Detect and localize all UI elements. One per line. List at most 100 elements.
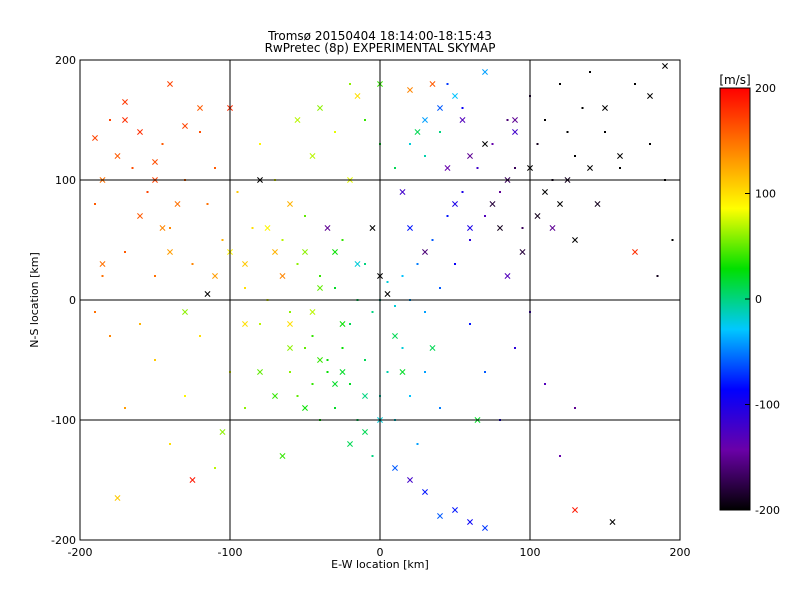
scatter-cross-point (309, 309, 316, 315)
scatter-dot-point (289, 311, 291, 313)
scatter-dot-point (619, 167, 621, 169)
scatter-cross-point (189, 477, 196, 483)
scatter-cross-point (242, 321, 248, 327)
scatter-cross-point (489, 201, 496, 207)
scatter-dot-point (214, 167, 216, 169)
scatter-cross-point (137, 213, 143, 219)
scatter-dot-point (446, 83, 449, 85)
scatter-cross-point (399, 189, 406, 195)
scatter-dot-point (559, 455, 561, 457)
scatter-cross-point (272, 249, 278, 255)
y-tick-label: 0 (69, 294, 76, 307)
scatter-dot-point (319, 275, 321, 277)
scatter-dot-point (469, 239, 471, 241)
scatter-dot-point (394, 305, 396, 307)
scatter-cross-point (444, 165, 451, 171)
scatter-dot-point (521, 227, 524, 229)
x-tick-label: 200 (670, 546, 691, 559)
scatter-dot-point (334, 287, 336, 289)
y-axis-label: N-S location [km] (28, 252, 41, 348)
scatter-cross-point (317, 285, 323, 291)
scatter-cross-point (167, 249, 173, 255)
scatter-dot-point (349, 323, 351, 325)
scatter-dot-point (536, 143, 539, 145)
scatter-dot-point (311, 335, 314, 337)
scatter-cross-point (452, 201, 458, 207)
scatter-cross-point (467, 519, 473, 525)
scatter-dot-point (401, 275, 404, 277)
scatter-dot-point (544, 119, 546, 121)
scatter-dot-point (221, 239, 224, 241)
scatter-dot-point (409, 143, 411, 145)
scatter-cross-point (482, 141, 488, 147)
scatter-cross-point (114, 153, 121, 159)
scatter-dot-point (566, 131, 569, 133)
scatter-dot-point (244, 407, 246, 409)
scatter-dot-point (424, 311, 426, 313)
scatter-cross-point (602, 105, 608, 111)
scatter-cross-point (407, 225, 413, 231)
scatter-cross-point (407, 477, 413, 483)
scatter-cross-point (504, 273, 511, 279)
scatter-cross-point (152, 159, 158, 165)
scatter-dot-point (371, 311, 374, 313)
scatter-dot-point (341, 347, 344, 349)
scatter-cross-point (482, 69, 488, 75)
scatter-dot-point (109, 119, 111, 121)
scatter-dot-point (244, 287, 246, 289)
colorbar-tick-label: 200 (755, 82, 776, 95)
scatter-dot-point (574, 155, 576, 157)
scatter-dot-point (386, 371, 389, 373)
scatter-cross-point (182, 123, 188, 129)
scatter-cross-point (287, 321, 293, 327)
scatter-dot-point (364, 119, 366, 121)
scatter-dot-point (454, 263, 456, 265)
scatter-cross-point (482, 525, 488, 531)
scatter-cross-point (594, 201, 601, 207)
scatter-cross-point (354, 261, 361, 267)
scatter-cross-point (347, 441, 353, 447)
scatter-dot-point (671, 239, 674, 241)
scatter-cross-point (617, 153, 623, 159)
scatter-cross-point (302, 405, 308, 411)
scatter-cross-point (339, 321, 346, 327)
scatter-dot-point (416, 263, 419, 265)
scatter-cross-point (452, 93, 458, 99)
scatter-cross-point (407, 87, 413, 93)
colorbar-label: [m/s] (719, 73, 750, 87)
scatter-cross-point (212, 273, 218, 279)
scatter-cross-point (354, 93, 361, 99)
scatter-dot-point (154, 359, 156, 361)
colorbar-ticks: 200 100 0 -100 -200 (745, 82, 780, 517)
scatter-dot-point (649, 143, 651, 145)
scatter-dot-point (409, 395, 411, 397)
scatter-dot-point (124, 251, 126, 253)
scatter-dot-point (199, 131, 201, 133)
scatter-cross-point (332, 249, 338, 255)
scatter-dot-point (304, 347, 306, 349)
scatter-cross-point (272, 393, 278, 399)
scatter-cross-point (609, 519, 616, 525)
colorbar-tick-label: 100 (755, 188, 776, 201)
scatter-cross-point (632, 249, 638, 255)
scatter-dot-point (581, 107, 584, 109)
scatter-dot-point (431, 239, 434, 241)
scatter-dot-point (559, 83, 561, 85)
scatter-dot-point (304, 215, 306, 217)
scatter-cross-point (339, 369, 346, 375)
scatter-cross-point (572, 507, 578, 513)
scatter-cross-point (287, 201, 293, 207)
scatter-dot-point (326, 371, 329, 373)
colorbar: [m/s] 200 100 0 -100 -200 (719, 73, 780, 517)
scatter-dot-point (281, 239, 284, 241)
scatter-dot-point (139, 323, 141, 325)
scatter-cross-point (497, 225, 503, 231)
scatter-dot-point (424, 371, 426, 373)
scatter-dot-point (191, 263, 194, 265)
scatter-dot-point (401, 347, 404, 349)
scatter-cross-point (362, 393, 368, 399)
plot-grid (80, 60, 680, 540)
scatter-cross-point (159, 225, 166, 231)
y-tick-label: 100 (55, 174, 76, 187)
